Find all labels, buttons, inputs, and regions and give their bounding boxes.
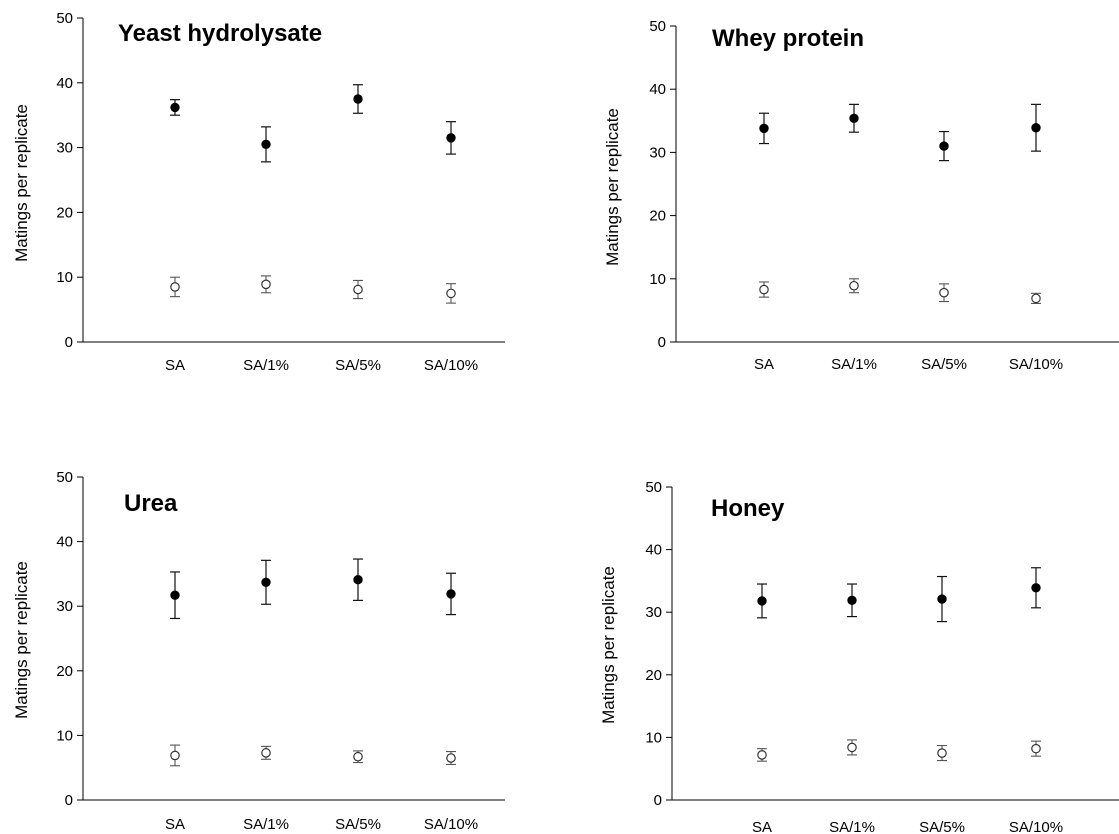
y-axis-label: Matings per replicate	[599, 566, 618, 724]
plot-area: 0 10 20 30 40 50 SA SA/1% SA/5% SA/10%	[56, 10, 505, 374]
panel-yeast-hydrolysate: Yeast hydrolysate Matings per replicate …	[12, 10, 505, 374]
panel-honey: Honey Matings per replicate 0 10 20 30 40 50 S…	[599, 479, 1119, 834]
x-category-label: SA/10%	[424, 357, 478, 374]
y-tick-label: 20	[56, 663, 73, 680]
x-category-label: SA/1%	[243, 357, 289, 374]
data-point-open	[937, 748, 947, 758]
data-point-filled	[446, 589, 456, 599]
y-tick-label: 40	[56, 75, 73, 92]
data-point-filled	[261, 139, 271, 150]
y-tick-label: 10	[56, 727, 73, 744]
data-point-filled	[937, 594, 947, 604]
data-point-filled	[1031, 583, 1041, 593]
y-tick-label: 10	[645, 729, 662, 746]
panel-title: Yeast hydrolysate	[118, 20, 322, 47]
y-tick-label: 30	[649, 144, 666, 161]
data-point-open	[170, 282, 180, 292]
x-category-label: SA/1%	[243, 816, 289, 833]
data-point-open	[170, 750, 180, 761]
data-point-filled	[1031, 123, 1041, 133]
data-point-filled	[170, 590, 180, 600]
panel-title: Whey protein	[712, 25, 864, 52]
data-point-open	[446, 288, 456, 299]
y-tick-label: 10	[649, 271, 666, 288]
data-point-filled	[757, 596, 767, 606]
data-point-open	[261, 748, 271, 758]
panel-urea: Urea Matings per replicate 0 10 20 30 40 50 SA…	[12, 469, 505, 833]
data-point-filled	[353, 94, 363, 104]
y-tick-label: 40	[645, 542, 662, 559]
data-point-filled	[170, 102, 180, 113]
data-point-open	[1031, 293, 1041, 304]
y-tick-label: 20	[649, 208, 666, 225]
x-category-label: SA/10%	[424, 816, 478, 833]
x-category-label: SA	[165, 357, 185, 374]
data-point-open	[353, 751, 363, 762]
data-point-filled	[261, 577, 271, 587]
data-point-filled	[939, 141, 949, 151]
y-tick-label: 0	[658, 334, 666, 351]
y-axis-label: Matings per replicate	[12, 104, 31, 262]
x-category-label: SA/5%	[921, 356, 967, 373]
data-point-open	[759, 284, 769, 295]
y-tick-label: 20	[645, 667, 662, 684]
data-point-open	[757, 750, 767, 760]
plot-area: 0 10 20 30 40 50 SA SA/1% SA/5% SA/10%	[645, 479, 1119, 834]
y-tick-label: 50	[649, 18, 666, 35]
data-point-filled	[353, 575, 363, 585]
y-tick-label: 0	[65, 334, 73, 351]
data-point-open	[847, 742, 857, 753]
x-category-label: SA/5%	[335, 816, 381, 833]
data-point-filled	[446, 133, 456, 143]
data-point-filled	[849, 113, 859, 123]
x-category-label: SA/1%	[829, 819, 875, 834]
x-category-label: SA	[165, 816, 185, 833]
panel-title: Urea	[124, 490, 178, 517]
data-point-open	[849, 280, 859, 291]
y-tick-label: 50	[56, 469, 73, 486]
y-tick-label: 50	[645, 479, 662, 496]
data-point-open	[939, 287, 949, 298]
y-tick-label: 0	[65, 792, 73, 809]
y-tick-label: 30	[645, 604, 662, 621]
y-tick-label: 40	[56, 534, 73, 551]
data-point-filled	[759, 123, 769, 134]
x-category-label: SA	[754, 356, 774, 373]
x-category-label: SA/5%	[335, 357, 381, 374]
x-category-label: SA/10%	[1009, 819, 1063, 834]
panel-whey-protein: Whey protein Matings per replicate 0 10 20…	[603, 18, 1119, 373]
y-tick-label: 50	[56, 10, 73, 27]
x-category-label: SA/10%	[1009, 356, 1063, 373]
y-tick-label: 20	[56, 204, 73, 221]
y-tick-label: 0	[654, 792, 662, 809]
data-point-open	[261, 279, 271, 290]
y-axis-label: Matings per replicate	[12, 561, 31, 719]
data-point-open	[353, 284, 363, 295]
data-point-filled	[847, 595, 857, 606]
data-point-open	[1031, 743, 1041, 754]
x-category-label: SA	[752, 819, 772, 834]
y-tick-label: 40	[649, 81, 666, 98]
plot-area: 0 10 20 30 40 50 SA SA/1% SA/5% SA/10%	[56, 469, 505, 833]
x-category-label: SA/1%	[831, 356, 877, 373]
y-tick-label: 30	[56, 140, 73, 157]
y-axis-label: Matings per replicate	[603, 108, 622, 266]
y-tick-label: 10	[56, 269, 73, 286]
panel-title: Honey	[711, 495, 785, 522]
y-tick-label: 30	[56, 598, 73, 615]
plot-area: 0 10 20 30 40 50 SA SA/1% SA/5% SA/10%	[649, 18, 1119, 373]
x-category-label: SA/5%	[919, 819, 965, 834]
data-point-open	[446, 753, 456, 763]
